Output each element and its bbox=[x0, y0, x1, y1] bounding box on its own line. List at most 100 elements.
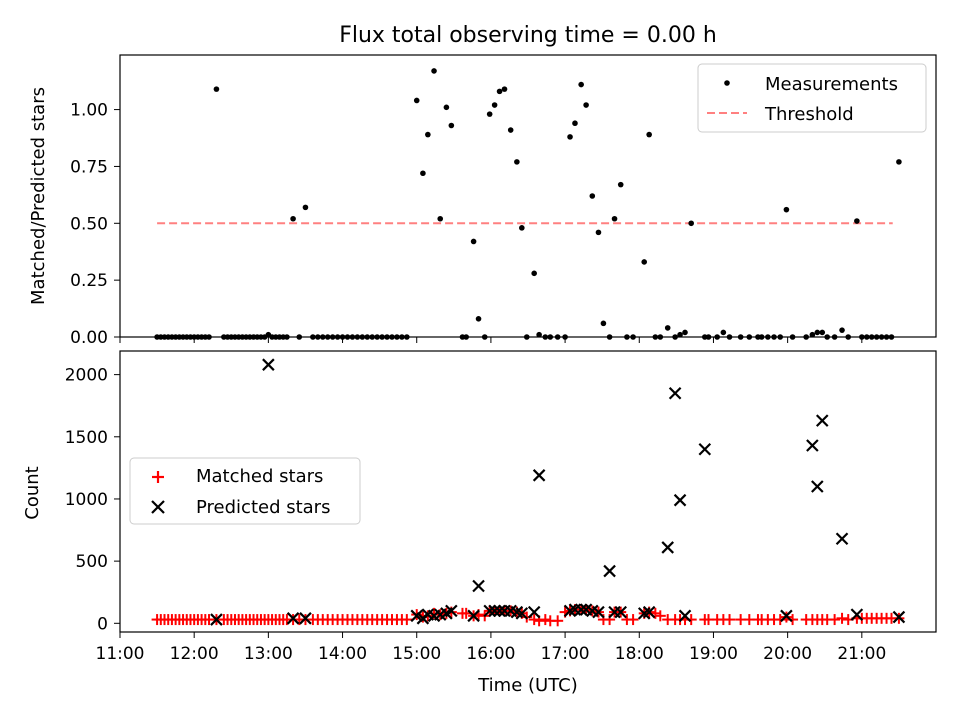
x-tick-label: 17:00 bbox=[541, 644, 590, 664]
predicted-star-point bbox=[299, 612, 312, 625]
measurement-point bbox=[677, 331, 683, 338]
measurement-point bbox=[302, 204, 309, 211]
measurement-point bbox=[531, 270, 537, 277]
predicted-star-point bbox=[603, 564, 616, 578]
legend-marker-predicted-stars bbox=[151, 500, 165, 514]
measurement-point bbox=[437, 215, 444, 222]
predicted-star-point bbox=[467, 609, 480, 623]
measurement-point bbox=[589, 193, 596, 199]
predicted-star-point bbox=[592, 605, 605, 619]
predicted-star-point bbox=[815, 414, 829, 427]
measurement-point bbox=[572, 120, 578, 127]
measurement-point bbox=[425, 131, 431, 138]
measurement-point bbox=[290, 215, 296, 222]
bottom-y-tick-label: 0 bbox=[97, 614, 108, 634]
measurement-point bbox=[486, 111, 493, 117]
x-tick-label: 20:00 bbox=[763, 644, 812, 664]
predicted-star-point bbox=[493, 604, 506, 618]
top-y-axis-label: Matched/Predicted stars bbox=[28, 87, 49, 305]
predicted-star-point bbox=[806, 439, 819, 452]
bottom-plot-frame bbox=[119, 350, 937, 633]
predicted-star-point bbox=[286, 612, 300, 625]
legend-label-predicted-stars: Predicted stars bbox=[196, 497, 330, 518]
measurement-point bbox=[600, 320, 607, 327]
predicted-star-point bbox=[642, 605, 656, 619]
measurement-point bbox=[854, 218, 860, 224]
measurement-point bbox=[583, 102, 589, 108]
top-legend: Measurements Threshold bbox=[697, 63, 927, 133]
measurement-point bbox=[611, 215, 618, 222]
predicted-star-point bbox=[668, 386, 682, 400]
top-y-tick-label: 0.00 bbox=[70, 328, 108, 348]
x-tick-label: 21:00 bbox=[837, 644, 886, 664]
measurement-point bbox=[567, 134, 573, 140]
x-tick-label: 12:00 bbox=[170, 644, 219, 664]
measurement-point bbox=[595, 229, 602, 236]
measurement-point bbox=[720, 329, 727, 336]
predicted-star-point bbox=[515, 607, 529, 620]
legend-label-matched-stars: Matched stars bbox=[196, 466, 323, 487]
x-tick-label: 18:00 bbox=[615, 644, 664, 664]
bottom-y-axis-label: Count bbox=[22, 466, 43, 519]
legend-label-measurements: Measurements bbox=[765, 74, 898, 95]
measurement-point bbox=[470, 238, 477, 245]
matched-star-point bbox=[627, 614, 639, 626]
predicted-star-point bbox=[483, 604, 496, 618]
matched-star-point bbox=[528, 614, 540, 626]
measurement-point bbox=[501, 86, 508, 92]
measurement-point bbox=[491, 102, 498, 108]
measurement-point bbox=[839, 327, 845, 333]
measurement-point bbox=[783, 206, 790, 213]
measurement-point bbox=[682, 329, 688, 336]
x-tick-label: 13:00 bbox=[244, 644, 293, 664]
predicted-star-point bbox=[661, 541, 674, 554]
predicted-star-point bbox=[445, 604, 458, 618]
measurement-point bbox=[814, 329, 821, 336]
measurement-point bbox=[641, 259, 648, 265]
matched-star-point bbox=[654, 610, 666, 622]
measurement-point bbox=[617, 181, 624, 188]
predicted-star-point bbox=[698, 442, 712, 456]
measurement-point bbox=[496, 88, 503, 95]
predicted-star-point bbox=[673, 493, 687, 507]
legend-marker-measurements bbox=[724, 80, 730, 86]
measurement-point bbox=[213, 86, 220, 92]
matched-star-point bbox=[552, 615, 564, 627]
top-y-tick-label: 0.25 bbox=[70, 271, 108, 291]
measurement-point bbox=[896, 159, 902, 165]
predicted-star-point bbox=[262, 358, 275, 371]
measurement-point bbox=[448, 122, 455, 129]
matched-star-point bbox=[836, 612, 848, 624]
top-panel-ticks: 0.00 0.25 0.50 0.75 1.00 bbox=[70, 101, 863, 348]
predicted-star-point bbox=[614, 605, 628, 619]
bottom-y-tick-label: 1500 bbox=[65, 428, 108, 448]
measurement-point bbox=[536, 331, 542, 338]
x-tick-label: 11:00 bbox=[96, 644, 145, 664]
measurement-point bbox=[809, 331, 816, 338]
measurement-point bbox=[507, 127, 514, 133]
predicted-star-point bbox=[892, 610, 906, 624]
legend-marker-matched-stars bbox=[152, 471, 164, 483]
predicted-star-point bbox=[488, 604, 501, 618]
predicted-star-point bbox=[532, 469, 546, 482]
bottom-y-tick-label: 1000 bbox=[65, 490, 108, 510]
top-y-tick-label: 0.50 bbox=[70, 214, 108, 234]
x-axis-label: Time (UTC) bbox=[477, 675, 578, 696]
measurement-point bbox=[578, 81, 584, 88]
x-tick-label: 19:00 bbox=[689, 644, 738, 664]
predicted-star-point bbox=[835, 532, 849, 546]
measurement-point bbox=[431, 68, 437, 74]
predicted-star-point bbox=[472, 579, 485, 593]
matched-star-point bbox=[401, 614, 413, 626]
x-tick-label: 15:00 bbox=[392, 644, 441, 664]
measurement-point bbox=[664, 325, 671, 331]
legend-label-threshold: Threshold bbox=[764, 104, 854, 125]
measurement-point bbox=[688, 220, 694, 227]
bottom-y-tick-label: 2000 bbox=[65, 366, 108, 386]
predicted-star-point bbox=[527, 605, 541, 619]
predicted-star-point bbox=[780, 609, 793, 623]
bottom-legend: Matched stars Predicted stars bbox=[129, 457, 361, 525]
measurement-point bbox=[443, 104, 450, 111]
top-y-tick-label: 1.00 bbox=[70, 101, 108, 121]
